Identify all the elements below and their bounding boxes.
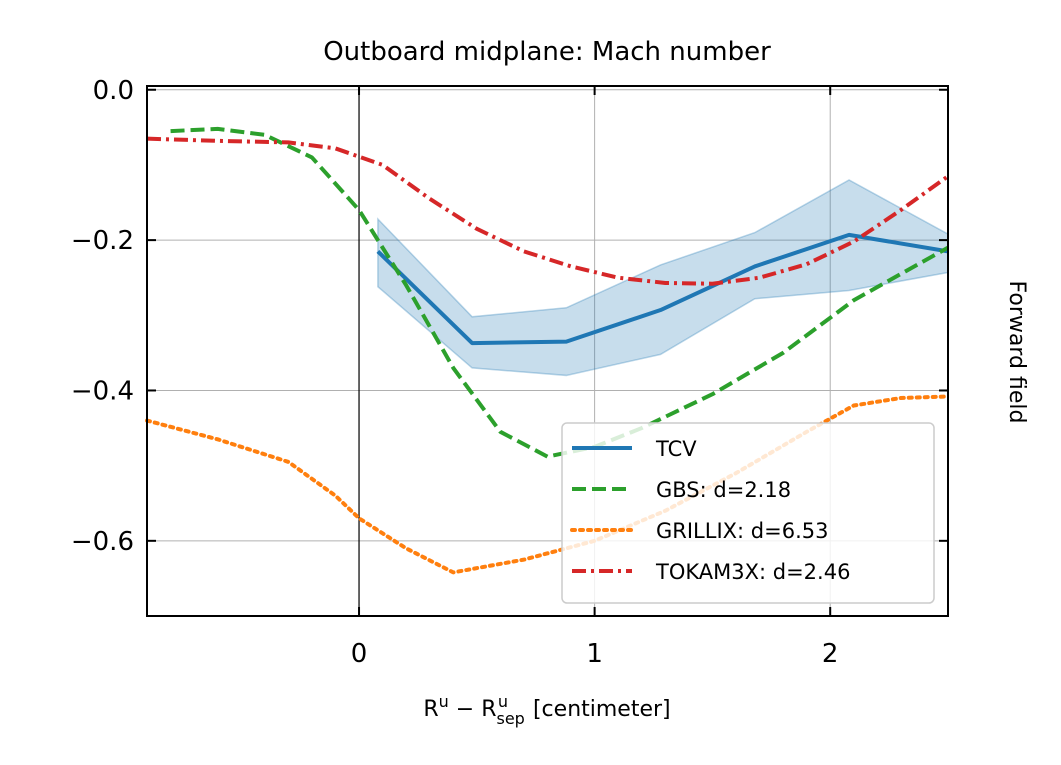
x-axis-label: Ru − Rsepu [centimeter]	[423, 692, 670, 728]
series-line-0	[376, 232, 949, 346]
chart-title: Outboard midplane: Mach number	[323, 37, 771, 67]
legend-box	[561, 422, 935, 604]
y-tick-labels: 0.0 −0.2 −0.4 −0.6	[71, 76, 134, 557]
uncertainty-bands	[377, 179, 949, 377]
plot-frame	[146, 85, 949, 617]
legend-label-0: TCV	[655, 437, 697, 461]
y-tick-label: −0.2	[71, 226, 134, 256]
x-tick-label: 1	[586, 639, 603, 669]
y-tick-label: 0.0	[93, 76, 134, 106]
series-lines	[145, 126, 950, 575]
series-line-3	[146, 136, 950, 286]
series-band-0	[377, 179, 949, 377]
series-line-1	[170, 126, 949, 459]
axis-ticks	[147, 86, 948, 616]
series-line-2	[145, 394, 950, 575]
x-tick-label: 2	[822, 639, 839, 669]
legend: TCV GBS: d=2.18 GRILLIX: d=6.53 TOKAM3X: d=…	[561, 422, 935, 604]
legend-label-3: TOKAM3X: d=2.46	[655, 560, 850, 584]
right-axis-label: Forward field	[1004, 281, 1029, 424]
legend-label-2: GRILLIX: d=6.53	[656, 519, 828, 543]
y-tick-label: −0.6	[71, 527, 134, 557]
y-tick-label: −0.4	[71, 376, 134, 406]
grid-lines	[147, 86, 948, 616]
legend-label-1: GBS: d=2.18	[656, 478, 791, 502]
x-tick-labels: 0 1 2	[351, 639, 839, 669]
x-tick-label: 0	[351, 639, 368, 669]
